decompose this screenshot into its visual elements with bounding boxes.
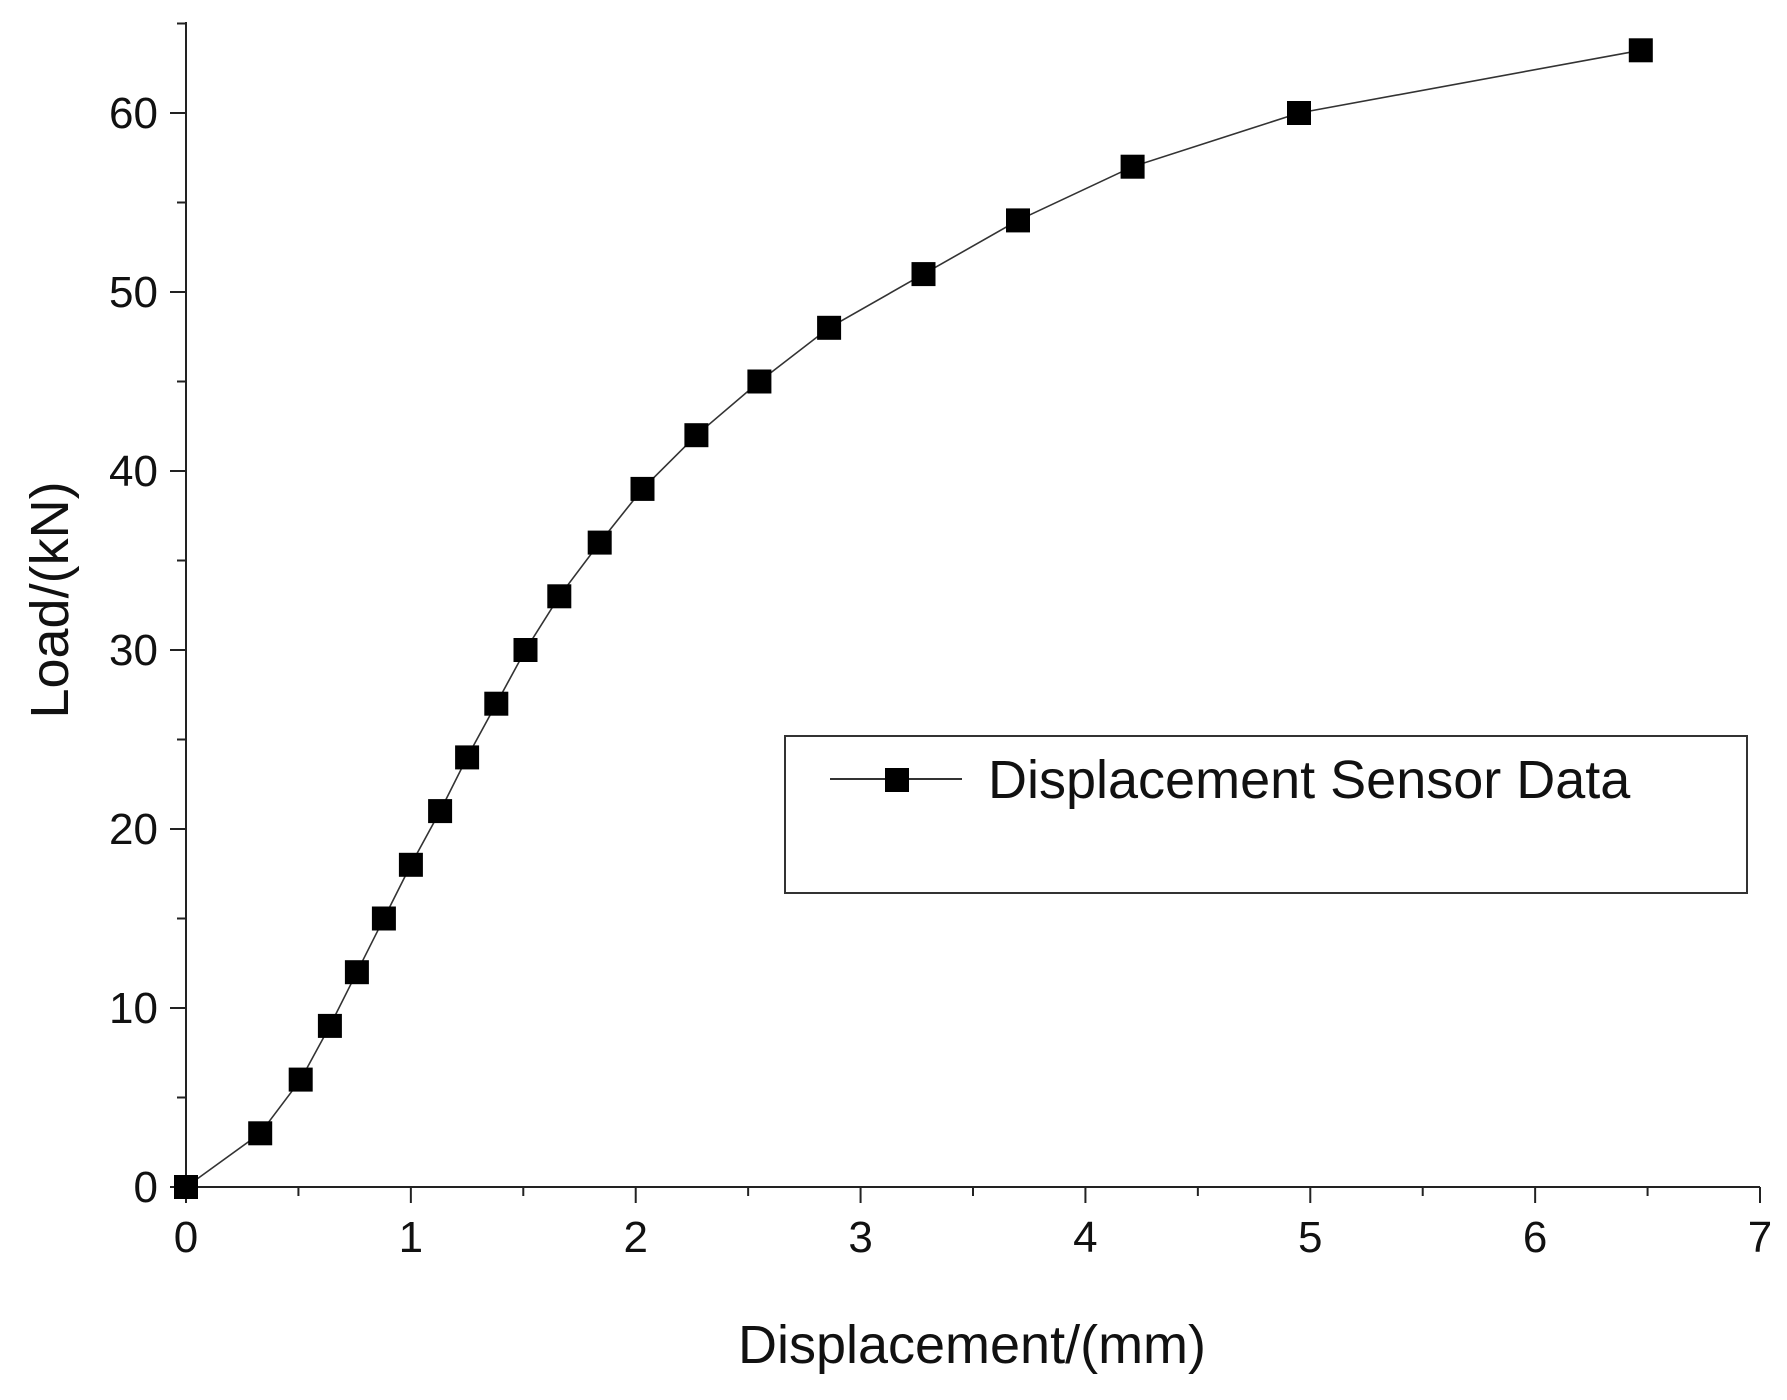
legend-box bbox=[784, 735, 1748, 894]
y-tick-label: 50 bbox=[109, 268, 158, 317]
data-point-marker bbox=[248, 1121, 273, 1146]
x-tick-label: 5 bbox=[1298, 1213, 1322, 1262]
data-point-marker bbox=[398, 852, 423, 877]
x-tick-label: 6 bbox=[1523, 1213, 1547, 1262]
data-point-marker bbox=[371, 906, 396, 931]
legend-marker-sample bbox=[885, 768, 909, 792]
data-point-marker bbox=[1628, 38, 1653, 63]
data-point-marker bbox=[344, 960, 369, 985]
x-axis-title: Displacement/(mm) bbox=[738, 1315, 1206, 1375]
legend: Displacement Sensor Data bbox=[784, 735, 1748, 894]
x-tick-label: 7 bbox=[1748, 1213, 1772, 1262]
data-point-marker bbox=[1006, 208, 1030, 233]
x-tick-label: 0 bbox=[174, 1213, 198, 1262]
data-point-marker bbox=[817, 315, 842, 340]
x-tick-label: 3 bbox=[848, 1213, 872, 1262]
y-tick-label: 10 bbox=[109, 984, 158, 1033]
y-tick-label: 30 bbox=[109, 626, 158, 675]
data-point-marker bbox=[587, 530, 612, 555]
data-point-marker bbox=[317, 1013, 342, 1038]
series-line bbox=[185, 49, 1641, 1188]
data-point-marker bbox=[911, 262, 936, 287]
y-tick-label: 20 bbox=[109, 805, 158, 854]
y-tick-label: 40 bbox=[109, 447, 158, 496]
data-point-marker bbox=[1120, 154, 1145, 179]
x-tick-label: 2 bbox=[623, 1213, 647, 1262]
y-axis-title: Load/(kN) bbox=[20, 481, 80, 718]
data-point-marker bbox=[547, 584, 572, 609]
data-point-marker bbox=[174, 1175, 198, 1199]
data-point-marker bbox=[747, 369, 772, 394]
legend-label: Displacement Sensor Data bbox=[988, 750, 1631, 810]
y-tick-label: 0 bbox=[134, 1163, 158, 1212]
y-tick-label: 60 bbox=[109, 89, 158, 138]
x-tick-label: 1 bbox=[399, 1213, 423, 1262]
data-point-marker bbox=[288, 1067, 313, 1092]
x-tick-label: 4 bbox=[1073, 1213, 1097, 1262]
data-point-marker bbox=[684, 423, 709, 448]
data-point-marker bbox=[513, 638, 538, 662]
data-point-marker bbox=[1287, 101, 1311, 125]
series-layer bbox=[174, 38, 1653, 1199]
data-point-marker bbox=[428, 799, 453, 824]
axes: 0 1 2 3 4 5 6 7 0 10 20 30 40 50 60 bbox=[109, 22, 1772, 1262]
data-point-marker bbox=[484, 691, 509, 716]
data-point-marker bbox=[630, 476, 655, 501]
data-point-marker bbox=[455, 745, 480, 770]
